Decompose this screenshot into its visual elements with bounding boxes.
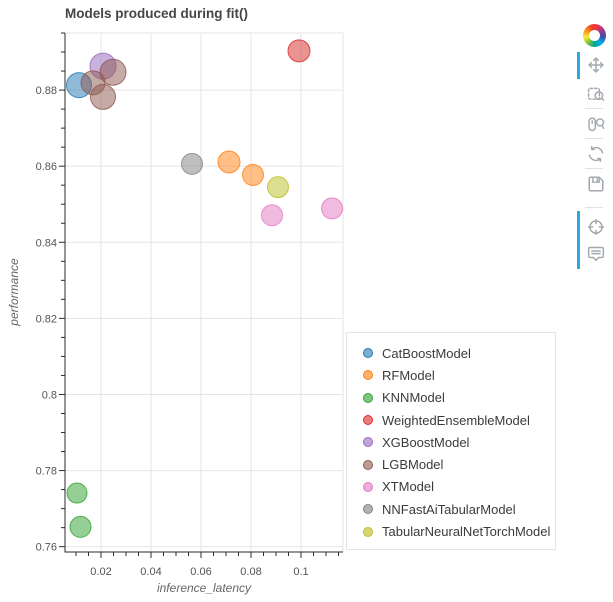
bokeh-logo-icon[interactable] [583, 24, 606, 47]
y-tick-label: 0.84 [36, 237, 57, 249]
active-tool-indicator [577, 211, 580, 269]
scatter-point-KNNModel[interactable] [66, 482, 88, 504]
scatter-point-TabularNeuralNetTorchModel[interactable] [267, 176, 289, 199]
wheel-zoom-tool-button[interactable] [584, 111, 608, 137]
toolbar-divider [585, 168, 603, 169]
hover-icon [587, 246, 605, 262]
legend-swatch-icon [363, 526, 373, 537]
legend-label: XGBoostModel [382, 434, 470, 450]
legend-label: CatBoostModel [382, 345, 471, 361]
legend-swatch-icon [363, 504, 373, 515]
x-tick-label: 0.1 [293, 566, 308, 578]
pan-icon [588, 57, 604, 73]
legend: CatBoostModel RFModel KNNModel WeightedEnse… [346, 332, 556, 550]
box-zoom-icon [587, 87, 605, 102]
legend-label: KNNModel [382, 390, 445, 406]
reset-tool-button[interactable] [584, 141, 608, 167]
scatter-point-RFModel[interactable] [242, 163, 264, 186]
plot-outline [65, 32, 344, 552]
hover-tool-button[interactable] [584, 241, 608, 267]
scatter-point-XTModel[interactable] [321, 197, 343, 220]
x-axis-label: inference_latency [156, 581, 252, 595]
chart-title: Models produced during fit() [65, 6, 248, 21]
box-zoom-tool-button[interactable] [584, 81, 608, 107]
y-tick-label: 0.78 [36, 466, 57, 478]
legend-item: WeightedEnsembleModel [363, 409, 555, 431]
axis-lines [64, 33, 343, 553]
crosshair-tool-button[interactable] [584, 214, 608, 240]
scatter-point-RFModel[interactable] [217, 150, 241, 174]
y-tick-label: 0.88 [36, 85, 57, 97]
legend-swatch-icon [363, 437, 373, 448]
save-tool-button[interactable] [584, 171, 608, 197]
toolbar [577, 22, 611, 292]
scatter-point-WeightedEnsembleModel[interactable] [287, 39, 311, 63]
legend-item: TabularNeuralNetTorchModel [363, 520, 555, 542]
legend-label: WeightedEnsembleModel [382, 412, 530, 428]
y-tick-label: 0.86 [36, 161, 57, 173]
y-tick-label: 0.82 [36, 313, 57, 325]
legend-item: LGBModel [363, 453, 555, 475]
active-tool-indicator [577, 52, 580, 79]
legend-swatch-icon [363, 459, 373, 470]
legend-swatch-icon [363, 481, 373, 492]
legend-swatch-icon [363, 415, 373, 426]
legend-label: NNFastAiTabularModel [382, 501, 516, 517]
wheel-zoom-icon [588, 117, 605, 132]
legend-swatch-icon [363, 370, 373, 381]
x-tick-label: 0.06 [190, 566, 211, 578]
toolbar-divider [585, 207, 603, 208]
x-tick-label: 0.08 [240, 566, 261, 578]
save-icon [588, 176, 604, 192]
scatter-point-KNNModel[interactable] [69, 515, 92, 538]
scatter-point-LGBModel[interactable] [90, 83, 116, 110]
y-tick-label: 0.76 [36, 542, 57, 554]
legend-item: XTModel [363, 476, 555, 498]
legend-item: KNNModel [363, 387, 555, 409]
legend-item: XGBoostModel [363, 431, 555, 453]
legend-label: RFModel [382, 367, 435, 383]
reset-icon [588, 145, 604, 163]
toolbar-divider [585, 138, 603, 139]
scatter-point-LGBModel[interactable] [99, 58, 127, 86]
y-tick-label: 0.8 [42, 389, 57, 401]
legend-swatch-icon [363, 348, 373, 359]
scatter-point-NNFastAiTabularModel[interactable] [181, 152, 203, 175]
legend-swatch-icon [363, 392, 373, 403]
scatter-point-XTModel[interactable] [261, 204, 283, 227]
y-axis-label: performance [7, 258, 21, 326]
legend-item: NNFastAiTabularModel [363, 498, 555, 520]
legend-item: RFModel [363, 364, 555, 386]
legend-label: LGBModel [382, 457, 444, 473]
legend-label: XTModel [382, 479, 435, 495]
x-tick-label: 0.02 [90, 566, 111, 578]
pan-tool-button[interactable] [584, 52, 608, 78]
crosshair-icon [587, 218, 605, 236]
legend-item: CatBoostModel [363, 342, 555, 364]
legend-label: TabularNeuralNetTorchModel [382, 524, 551, 540]
x-tick-label: 0.04 [140, 566, 161, 578]
toolbar-divider [585, 108, 603, 109]
